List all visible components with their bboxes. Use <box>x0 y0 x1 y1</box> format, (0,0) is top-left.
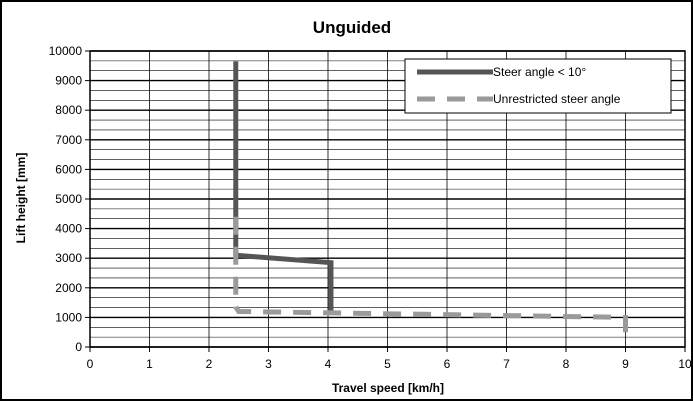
y-tick-label: 2000 <box>55 281 82 295</box>
y-tick-label: 3000 <box>55 251 82 265</box>
x-tick-label: 4 <box>325 357 332 371</box>
x-tick-label: 5 <box>384 357 391 371</box>
y-tick-label: 5000 <box>55 192 82 206</box>
x-tick-label: 0 <box>87 357 94 371</box>
legend-label-1: Steer angle < 10° <box>493 65 586 79</box>
x-tick-label: 6 <box>444 357 451 371</box>
y-axis-label: Lift height [mm] <box>14 153 28 244</box>
series-line-2 <box>233 216 628 333</box>
x-tick-label: 8 <box>563 357 570 371</box>
chart-title: Unguided <box>313 18 391 37</box>
x-tick-label: 3 <box>265 357 272 371</box>
legend-box <box>404 58 672 114</box>
x-tick-label: 1 <box>146 357 153 371</box>
series-line-1 <box>233 61 334 315</box>
y-tick-label: 6000 <box>55 162 82 176</box>
y-tick-label: 9000 <box>55 74 82 88</box>
x-tick-label: 9 <box>622 357 629 371</box>
y-tick-label: 7000 <box>55 133 82 147</box>
y-tick-label: 0 <box>75 340 82 354</box>
y-tick-label: 8000 <box>55 103 82 117</box>
y-tick-label: 10000 <box>49 44 83 58</box>
plot-area: 0100020003000400050006000700080009000100… <box>49 44 692 371</box>
x-tick-label: 10 <box>678 357 692 371</box>
legend-label-2: Unrestricted steer angle <box>493 92 621 106</box>
x-axis-label: Travel speed [km/h] <box>332 381 444 395</box>
y-tick-label: 4000 <box>55 222 82 236</box>
y-tick-label: 1000 <box>55 310 82 324</box>
x-tick-label: 7 <box>503 357 510 371</box>
x-tick-label: 2 <box>206 357 213 371</box>
